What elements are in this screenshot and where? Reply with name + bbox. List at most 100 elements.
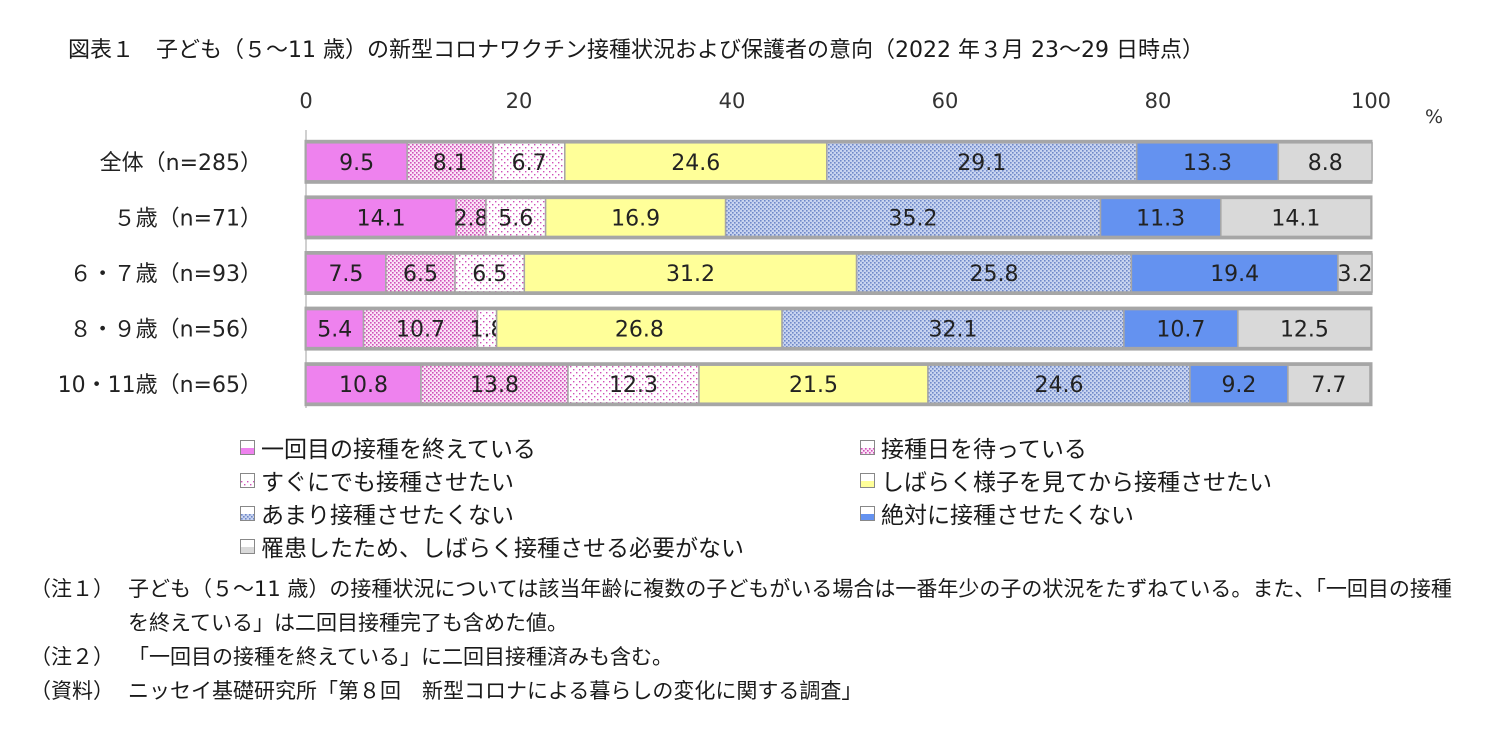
data-label: 12.3: [609, 373, 658, 398]
bar-segment: [495, 308, 783, 349]
category-label: 10・11歳（n=65）: [58, 373, 262, 398]
bar-segment: [826, 142, 1138, 182]
data-label: 8.8: [1308, 151, 1343, 176]
x-tick-label: 20: [506, 89, 533, 113]
data-label: 3.2: [1338, 262, 1373, 287]
source-text: ニッセイ基礎研究所「第８回 新型コロナによる暮らしの変化に関する調査」: [128, 679, 863, 703]
data-label: 12.5: [1280, 318, 1329, 343]
bar-segment: [454, 253, 526, 293]
x-tick-label: 0: [299, 89, 312, 113]
bar-segment: [1287, 364, 1371, 404]
bar-segment: [855, 253, 1133, 293]
note-2-text: 「一回目の接種を終えている」に二回目接種済みも含む。: [128, 645, 673, 669]
bar-segment: [724, 197, 1102, 238]
bar-segment: [305, 253, 387, 293]
note-1-text: 子ども（５～11 歳）の接種状況については該当年齢に複数の子どもがいる場合は一番…: [128, 577, 1452, 635]
bar-segment: [305, 197, 457, 238]
data-label: 9.5: [339, 151, 374, 176]
legend-item: 罹患したため、しばらく接種させる必要がない: [240, 529, 744, 563]
legend-item: 一回目の接種を終えている: [240, 430, 536, 464]
bar-segment: [1099, 197, 1222, 238]
note-3: （資料） ニッセイ基礎研究所「第８回 新型コロナによる暮らしの変化に関する調査」: [30, 674, 1460, 708]
data-label: 6.7: [512, 151, 547, 176]
category-label: ５歳（n=71）: [114, 206, 262, 231]
bar-segment: [1220, 197, 1372, 238]
legend-swatch: [240, 472, 255, 488]
bar-segment: [1189, 364, 1289, 404]
legend-item: すぐにでも接種させたい: [240, 463, 514, 497]
legend-item: しばらく様子を見てから接種させたい: [860, 463, 1272, 497]
notes: （注１） 子ども（５～11 歳）の接種状況については該当年齢に複数の子どもがいる…: [30, 572, 1460, 708]
category-label: 全体（n=285）: [100, 151, 262, 176]
legend-swatch: [860, 505, 875, 521]
legend-label: しばらく様子を見てから接種させたい: [881, 470, 1272, 496]
category-label: ８・９歳（n=56）: [70, 318, 262, 343]
legend-label: あまり接種させたくない: [261, 503, 514, 529]
legend-item: 絶対に接種させたくない: [860, 496, 1134, 530]
bar-segment: [305, 364, 422, 404]
data-label: 29.1: [957, 151, 1006, 176]
legend-label: 一回目の接種を終えている: [261, 437, 536, 463]
bar-segment: [523, 253, 858, 293]
data-label: 2.8: [454, 206, 489, 231]
legend-swatch: [240, 538, 255, 554]
legend-label: 罹患したため、しばらく接種させる必要がない: [261, 536, 744, 562]
data-label: 32.1: [928, 318, 977, 343]
category-label: ６・７歳（n=93）: [70, 262, 262, 287]
data-label: 13.3: [1183, 151, 1232, 176]
data-label: 21.5: [789, 373, 838, 398]
bar-segment: [385, 253, 456, 293]
data-label: 5.4: [317, 318, 352, 343]
x-tick-label: 40: [719, 89, 746, 113]
note-1: （注１） 子ども（５～11 歳）の接種状況については該当年齢に複数の子どもがいる…: [30, 572, 1460, 640]
bar-segment: [362, 308, 479, 349]
bar-segment: [305, 308, 365, 349]
bar-segment: [485, 197, 547, 238]
bar-segment: [698, 364, 929, 404]
bar-segment: [1123, 308, 1239, 349]
legend-label: 接種日を待っている: [881, 437, 1087, 463]
legend-item: あまり接種させたくない: [240, 496, 514, 530]
data-label: 31.2: [666, 262, 715, 287]
bar-segment: [1237, 308, 1372, 349]
data-label: 13.8: [470, 373, 519, 398]
data-label: 11.3: [1136, 206, 1185, 231]
legend-label: すぐにでも接種させたい: [261, 470, 514, 496]
legend-label: 絶対に接種させたくない: [881, 503, 1134, 529]
data-label: 19.4: [1210, 262, 1259, 287]
data-label: 24.6: [671, 151, 720, 176]
bar-segment: [781, 308, 1125, 349]
bar-segment: [567, 364, 700, 404]
bar-segment: [406, 142, 495, 182]
data-label: 8.1: [433, 151, 468, 176]
data-label: 24.6: [1034, 373, 1083, 398]
bar-segment: [1337, 253, 1373, 293]
data-label: 10.8: [339, 373, 388, 398]
bar-segment: [305, 142, 408, 182]
data-label: 14.1: [357, 206, 406, 231]
chart-title: 図表１ 子ども（５～11 歳）の新型コロナワクチン接種状況および保護者の意向（2…: [68, 38, 1204, 63]
data-label: 35.2: [889, 206, 938, 231]
legend-swatch: [240, 439, 255, 455]
data-label: 25.8: [969, 262, 1018, 287]
x-axis-unit: %: [1425, 106, 1443, 128]
note-2-label: （注２）: [30, 645, 114, 669]
data-label: 14.1: [1271, 206, 1320, 231]
legend-swatch: [240, 505, 255, 521]
data-label: 7.5: [328, 262, 363, 287]
bar-segment: [420, 364, 569, 404]
data-label: 6.5: [403, 262, 438, 287]
source-label: （資料）: [30, 679, 114, 703]
x-tick-label: 100: [1351, 89, 1391, 113]
stacked-bar-chart: 0 20 40 60 80 100% 全体（n=285） ５歳（n=71） ６・７歳（n=93）…: [58, 89, 1443, 408]
bar-segment: [544, 197, 727, 238]
legend-swatch: [860, 439, 875, 455]
bar-segment: [1277, 142, 1373, 182]
data-label: 5.6: [498, 206, 533, 231]
note-1-label: （注１）: [30, 577, 114, 601]
data-label: 7.7: [1311, 373, 1346, 398]
data-label: 16.9: [611, 206, 660, 231]
data-label: 10.7: [396, 318, 445, 343]
data-label: 6.5: [472, 262, 507, 287]
data-label: 26.8: [615, 318, 664, 343]
